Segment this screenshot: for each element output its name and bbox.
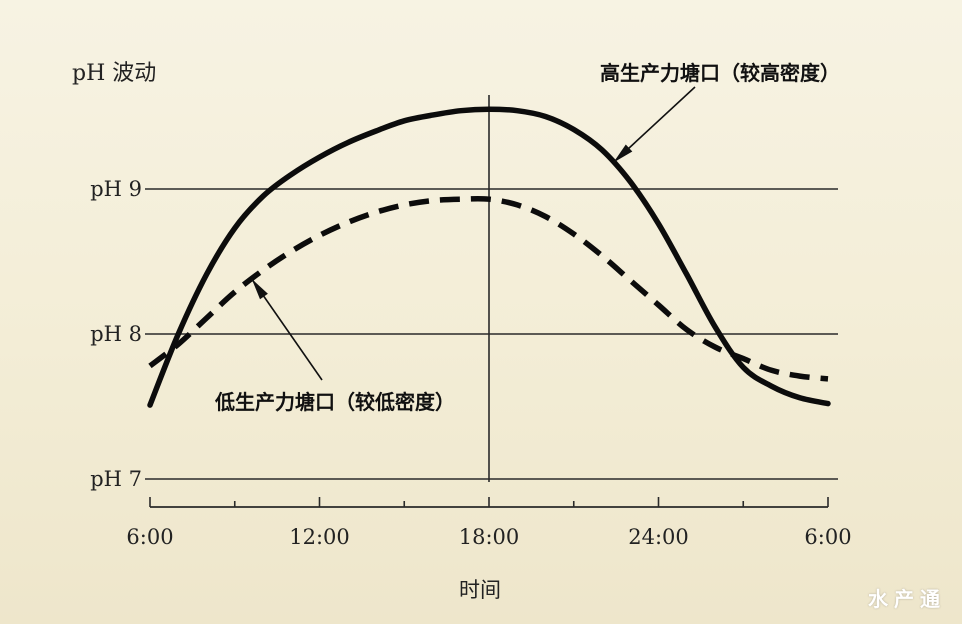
low-productivity-label: 低生产力塘口（较低密度） — [214, 390, 455, 414]
watermark-logo: 水产通 — [868, 587, 946, 611]
x-tick-label: 18:00 — [459, 525, 520, 549]
x-tick-label: 24:00 — [628, 525, 689, 549]
series-layer — [147, 106, 831, 408]
y-tick-label: pH 7 — [90, 467, 142, 491]
annotation-arrow-head — [251, 278, 268, 300]
x-tick-label: 6:00 — [804, 525, 851, 549]
y-axis-title: pH 波动 — [72, 61, 156, 86]
y-tick-label: pH 9 — [90, 177, 142, 201]
x-axis-title: 时间 — [459, 578, 501, 602]
annotations: 高生产力塘口（较高密度） 低生产力塘口（较低密度） — [214, 61, 840, 414]
high-productivity-line — [147, 106, 831, 408]
y-tick-label: pH 8 — [90, 322, 142, 346]
x-axis: 6:00 12:00 18:00 24:00 6:00 — [126, 497, 852, 549]
annotation-arrow-head — [613, 144, 633, 163]
x-tick-label: 6:00 — [126, 525, 173, 549]
x-tick-label: 12:00 — [289, 525, 350, 549]
high-productivity-label: 高生产力塘口（较高密度） — [600, 61, 840, 85]
low-productivity-line — [148, 195, 829, 382]
grid-lines: pH 9 pH 8 pH 7 — [90, 95, 838, 491]
